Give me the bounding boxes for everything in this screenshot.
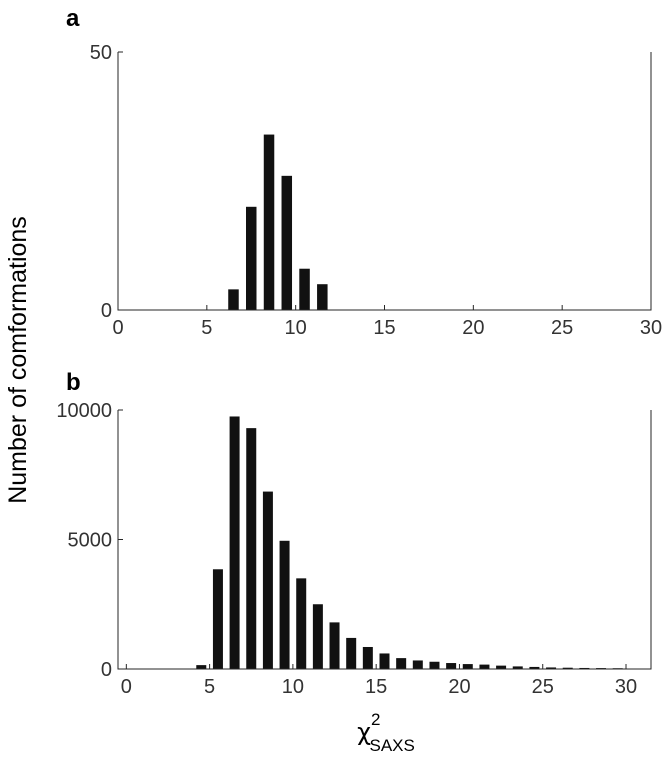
- panel-b-bar: [362, 646, 373, 669]
- panel-b-bar: [246, 428, 257, 669]
- panel-b-ticks: 0 5 10 15 20 25 30 0 5000 10000: [56, 400, 637, 698]
- panel-b-bar: [229, 416, 240, 669]
- panel-a-x-tick-label: 10: [285, 317, 307, 339]
- panel-a-y-tick-label: 50: [90, 42, 112, 64]
- panel-b-bar: [279, 540, 290, 669]
- panel-b-x-tick-label: 25: [532, 676, 554, 698]
- y-axis-label: Number of comformations: [4, 216, 32, 504]
- panel-a-x-tick-label: 0: [112, 317, 123, 339]
- panel-a-ticks: 0 5 10 15 20 25 30 0 50: [90, 42, 662, 339]
- panel-b-bar: [496, 665, 507, 669]
- panel-b-bar: [479, 664, 490, 669]
- panel-b-bar: [396, 658, 407, 669]
- x-axis-label: χ2 SAXS: [357, 710, 415, 755]
- panel-b-x-tick-label: 0: [121, 676, 132, 698]
- panel-b-bar: [429, 661, 440, 669]
- panel-b-y-tick-label: 10000: [56, 400, 112, 422]
- panel-b-x-tick-label: 5: [204, 676, 215, 698]
- x-axis-label-main: χ: [357, 718, 371, 746]
- x-axis-label-subscript: SAXS: [369, 736, 414, 755]
- panel-b-x-tick-label: 15: [365, 676, 387, 698]
- panel-a-bars: [228, 134, 328, 310]
- panel-b-y-tick-label: 5000: [68, 530, 113, 552]
- panel-a-bar: [299, 268, 310, 310]
- panel-b-bar: [412, 660, 423, 669]
- panel-b-bar: [562, 667, 573, 669]
- panel-b-bar: [546, 667, 557, 669]
- panel-b-bar: [312, 604, 323, 669]
- panel-b-bar: [212, 569, 223, 669]
- panel-a-x-tick-label: 15: [373, 317, 395, 339]
- panel-b-bars: [196, 416, 623, 669]
- panel-b-bar: [446, 663, 457, 669]
- panel-b-axes: [117, 410, 652, 670]
- panel-a-y-tick-label: 0: [101, 300, 112, 322]
- panel-a-bar: [281, 175, 293, 310]
- panel-a-x-tick-label: 20: [462, 317, 484, 339]
- panel-b-bar: [296, 578, 307, 669]
- panel-a-bar: [228, 289, 239, 310]
- panel-b-bar: [346, 637, 357, 669]
- panel-b-y-tick-label: 0: [101, 659, 112, 681]
- panel-a-x-tick-label: 30: [640, 317, 662, 339]
- panel-b-bar: [196, 665, 207, 669]
- panel-b: b 0 5 10 15 20 25 30 0 5000 10000: [56, 369, 652, 698]
- x-axis-label-superscript: 2: [371, 710, 380, 729]
- panel-b-bar: [529, 666, 540, 669]
- panel-b-bar: [262, 491, 273, 669]
- panel-b-label: b: [66, 369, 81, 396]
- panel-a-x-tick-label: 25: [551, 317, 573, 339]
- panel-b-bar: [579, 667, 590, 669]
- panel-b-x-tick-label: 30: [615, 676, 637, 698]
- panel-a-bar: [317, 284, 328, 310]
- panel-a: a 0 5 10 15 20 25 30 0 50: [66, 5, 662, 339]
- panel-b-bar: [329, 622, 340, 669]
- panel-a-label: a: [66, 5, 80, 32]
- panel-a-x-tick-label: 5: [201, 317, 212, 339]
- panel-a-axes: [117, 52, 652, 311]
- panel-b-bar: [379, 653, 390, 669]
- panel-b-x-tick-label: 10: [282, 676, 304, 698]
- panel-b-bar: [462, 664, 473, 669]
- panel-a-bar: [263, 134, 275, 310]
- panel-a-bar: [246, 206, 257, 310]
- panel-b-bar: [512, 666, 523, 669]
- panel-b-x-tick-label: 20: [448, 676, 470, 698]
